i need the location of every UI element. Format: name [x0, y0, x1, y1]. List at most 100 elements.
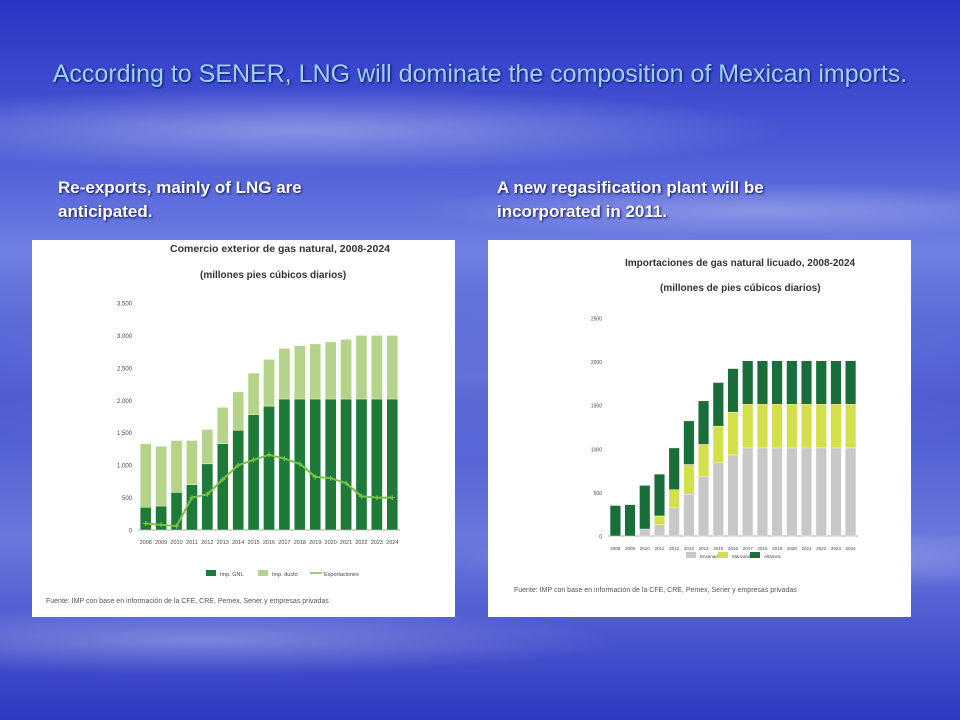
x-tick-label: 2017: [278, 540, 290, 546]
bar-segment: [786, 360, 798, 405]
bar-segment: [186, 484, 198, 531]
line-point: [158, 522, 164, 528]
chart-panel-lng: Importaciones de gas natural licuado, 20…: [488, 240, 911, 617]
y-tick-label: 3,500: [117, 302, 133, 308]
bar-segment: [771, 360, 783, 405]
x-tick-label: 2022: [355, 540, 367, 546]
x-tick-label: 2010: [640, 546, 651, 551]
bar-segment: [217, 407, 229, 444]
line-point: [328, 475, 334, 481]
x-tick-label: 2008: [610, 546, 621, 551]
bar-segment: [294, 345, 306, 400]
y-tick-label: 1,000: [117, 464, 133, 470]
line-point: [174, 523, 180, 529]
bar-segment: [201, 463, 214, 531]
y-tick-label: 500: [594, 491, 603, 497]
bar-segment: [232, 391, 244, 431]
bar-segment: [830, 360, 842, 405]
chart-source: Fuente: IMP con base en información de l…: [514, 587, 797, 594]
bar-segment: [139, 507, 152, 531]
legend-swatch: [206, 570, 216, 576]
line-point: [235, 462, 241, 468]
bar-segment: [742, 404, 754, 449]
bar-segment: [683, 464, 695, 495]
left-caption: Re-exports, mainly of LNG are anticipate…: [58, 178, 302, 221]
x-tick-label: 2009: [155, 540, 167, 546]
x-tick-label: 2013: [684, 546, 695, 551]
bar-segment: [712, 462, 724, 537]
bar-segment: [247, 414, 260, 531]
bar-segment: [756, 447, 768, 537]
bar-segment: [340, 339, 352, 400]
bar-segment: [771, 447, 783, 537]
bar-segment: [186, 440, 198, 485]
line-point: [374, 495, 380, 501]
chart-source: Fuente: IMP con base en información de l…: [46, 598, 329, 605]
bar-segment: [263, 359, 275, 407]
x-tick-label: 2014: [232, 540, 244, 546]
x-tick-label: 2016: [263, 540, 275, 546]
bar-segment: [201, 429, 214, 465]
bar-segment: [683, 420, 695, 465]
bar-segment: [712, 382, 724, 427]
bar-segment: [801, 447, 813, 537]
line-point: [189, 495, 195, 501]
x-tick-label: 2013: [217, 540, 229, 546]
line-point: [266, 452, 272, 458]
y-tick-label: 0: [129, 529, 133, 535]
bar-segment: [139, 443, 152, 508]
line-point: [220, 476, 226, 482]
bar-segment: [698, 476, 710, 537]
x-tick-label: 2010: [170, 540, 182, 546]
legend-label: Ensenada: [700, 554, 721, 559]
bar-segment: [263, 405, 275, 531]
chart-title: Importaciones de gas natural licuado, 20…: [625, 258, 856, 269]
x-tick-label: 2023: [371, 540, 383, 546]
bar-segment: [155, 446, 167, 507]
y-tick-label: 2000: [591, 360, 602, 366]
lng-chart: Importaciones de gas natural licuado, 20…: [514, 258, 858, 594]
x-tick-label: 2020: [787, 546, 798, 551]
y-tick-label: 1500: [591, 404, 602, 410]
y-tick-label: 3,000: [117, 334, 133, 340]
bar-segment: [309, 343, 321, 400]
bar-segment: [386, 335, 399, 400]
x-tick-label: 2014: [699, 546, 710, 551]
bar-segment: [830, 447, 842, 537]
y-tick-label: 1,500: [117, 431, 133, 437]
x-tick-label: 2016: [728, 546, 739, 551]
bar-segment: [742, 360, 754, 405]
bar-segment: [639, 485, 651, 530]
x-tick-label: 2018: [757, 546, 768, 551]
x-tick-label: 2018: [294, 540, 306, 546]
bar-segment: [278, 348, 291, 400]
bar-segment: [247, 372, 260, 415]
bar-segment: [698, 400, 710, 445]
bar-segment: [801, 360, 813, 405]
bar-segment: [170, 440, 183, 493]
line-point: [312, 474, 318, 480]
bar-segment: [727, 454, 739, 537]
line-point: [251, 457, 257, 463]
bar-segment: [815, 447, 827, 537]
x-tick-label: 2012: [201, 540, 213, 546]
bar-segment: [624, 504, 636, 537]
x-tick-label: 2011: [186, 540, 198, 546]
bar-segment: [639, 528, 651, 537]
chart-panel-trade: Comercio exterior de gas natural, 2008-2…: [32, 240, 455, 617]
x-tick-label: 2011: [655, 546, 665, 551]
line-point: [358, 493, 364, 499]
bar-segment: [727, 411, 739, 456]
bar-segment: [742, 447, 754, 537]
bar-segment: [653, 473, 665, 517]
bar-segment: [668, 489, 680, 508]
line-point: [389, 495, 395, 501]
bar-segment: [653, 524, 665, 537]
x-tick-label: 2017: [743, 546, 754, 551]
x-tick-label: 2019: [772, 546, 783, 551]
x-tick-label: 2015: [713, 546, 724, 551]
x-tick-label: 2023: [831, 546, 842, 551]
bar-segment: [653, 515, 665, 525]
legend-swatch: [750, 552, 760, 558]
bar-segment: [815, 360, 827, 405]
